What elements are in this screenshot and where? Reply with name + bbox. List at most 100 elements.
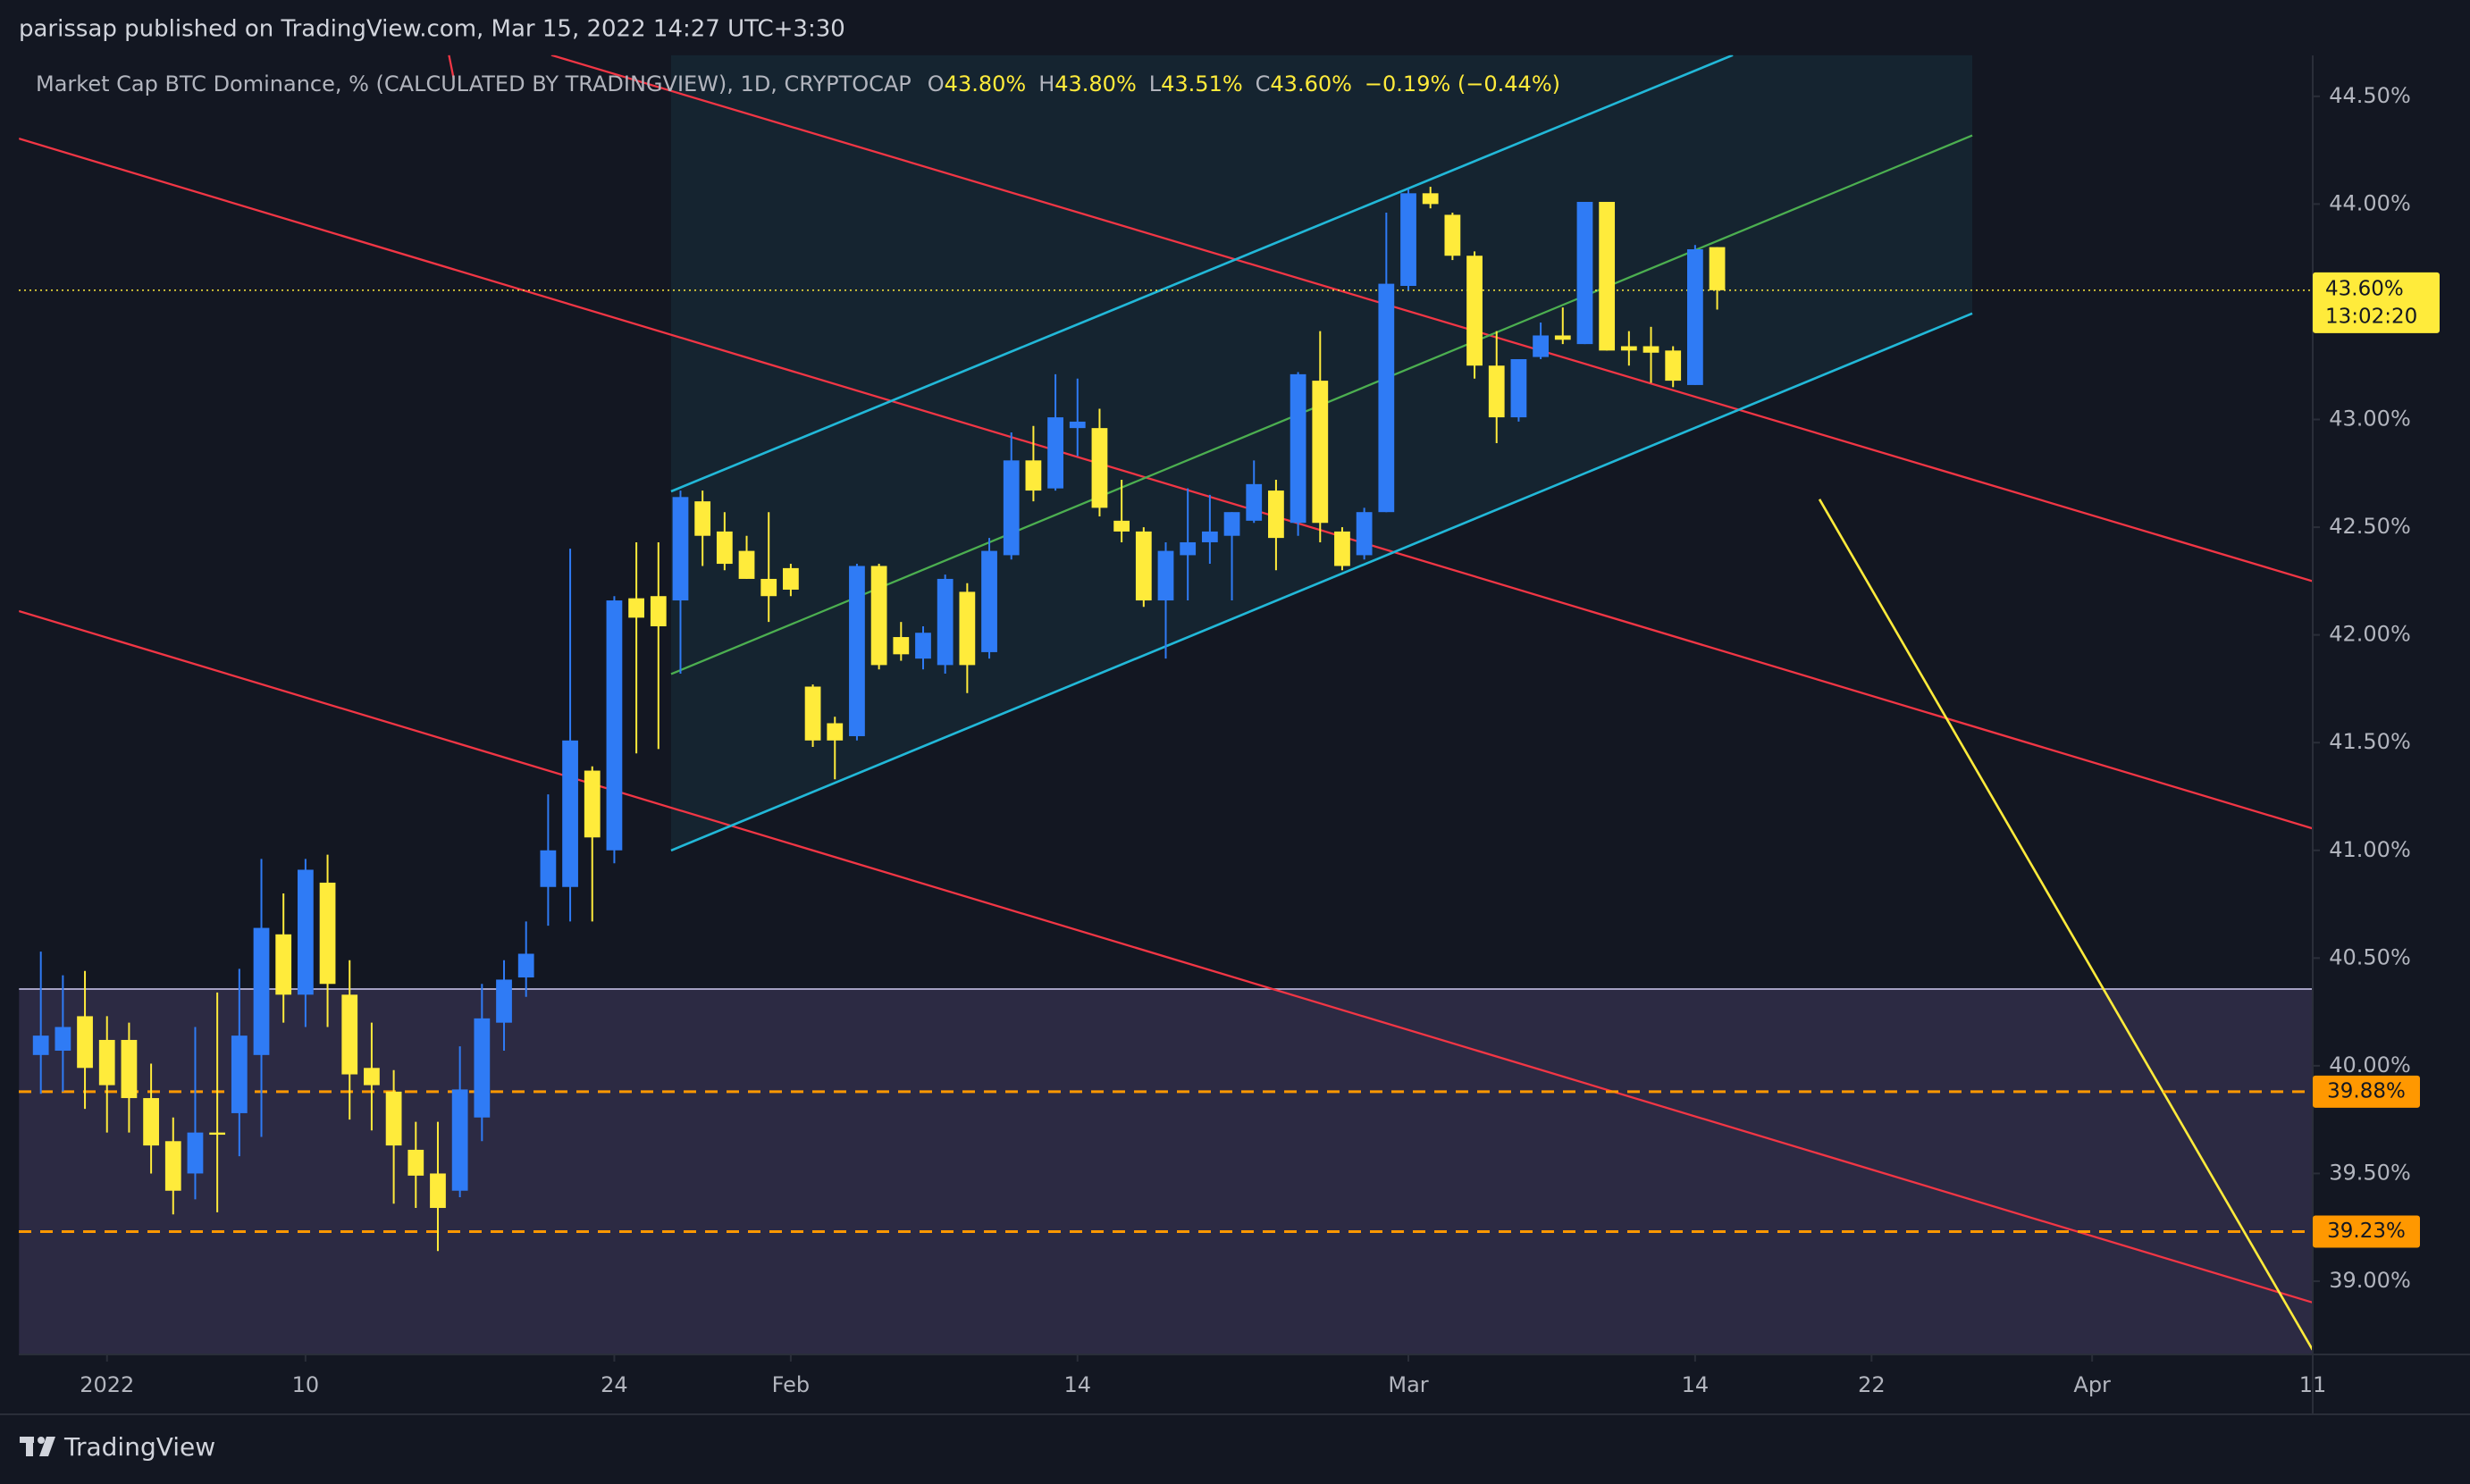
candle-body <box>231 1035 248 1113</box>
candle-body <box>55 1027 71 1052</box>
candle-body <box>32 1035 49 1055</box>
last-price-label: 43.60% <box>2325 277 2404 300</box>
last-price-box <box>2313 272 2440 333</box>
y-tick-label: 40.50% <box>2329 944 2411 969</box>
candle-body <box>915 633 931 659</box>
candle-body <box>937 578 954 666</box>
logo-part <box>26 1437 33 1456</box>
candle-body <box>98 1039 115 1086</box>
tradingview-logo <box>20 1437 55 1456</box>
candle-body <box>341 994 358 1075</box>
y-tick-label: 40.00% <box>2329 1052 2411 1077</box>
candle-body <box>385 1091 402 1146</box>
y-tick-label: 44.00% <box>2329 190 2411 215</box>
legend-value: 43.60% <box>1270 71 1352 96</box>
level-label: 39.88% <box>2327 1079 2406 1103</box>
y-tick-label: 41.50% <box>2329 729 2411 754</box>
candle-body <box>77 1016 93 1069</box>
yellow-trendline <box>1818 499 2313 1351</box>
candle-body <box>760 578 777 597</box>
candle-body <box>1599 201 1616 351</box>
candle-body <box>1003 460 1020 556</box>
candle-body <box>1157 550 1174 601</box>
candle-body <box>804 686 821 741</box>
candle-body <box>1312 381 1329 524</box>
candle-body <box>584 770 601 838</box>
candle-body <box>407 1149 424 1176</box>
candle-body <box>1334 531 1350 566</box>
logo-part <box>38 1437 45 1444</box>
x-tick-label: 14 <box>1063 1372 1091 1397</box>
candle-body <box>1246 483 1263 521</box>
x-tick-label: Feb <box>772 1372 811 1397</box>
header: parissap published on TradingView.com, M… <box>19 16 845 43</box>
candle-body <box>1069 421 1086 429</box>
candle-body <box>1113 520 1130 532</box>
candle-body <box>783 567 799 590</box>
level-label-box <box>2313 1215 2420 1248</box>
candle-body <box>1180 541 1197 556</box>
y-tick-label: 39.50% <box>2329 1160 2411 1185</box>
candle-body <box>562 740 578 887</box>
candle-body <box>319 882 336 985</box>
candle-body <box>430 1173 446 1209</box>
y-tick-label: 43.00% <box>2329 407 2411 432</box>
candle-body <box>1686 249 1703 385</box>
legend-value: 43.51% <box>1161 71 1243 96</box>
axes: 39.00% 39.50% 40.00% 40.50% 41.00% 41.50% 42.0… <box>80 83 2440 1397</box>
candle-body <box>121 1039 138 1099</box>
y-tick-label: 39.00% <box>2329 1268 2411 1293</box>
y-tick-label: 42.50% <box>2329 514 2411 539</box>
candle-body <box>849 566 865 736</box>
legend-value: 43.80% <box>945 71 1027 96</box>
candle-body <box>275 934 292 995</box>
candle-body <box>1466 256 1483 366</box>
candle-body <box>1356 512 1373 556</box>
x-tick-label: 10 <box>292 1372 320 1397</box>
candle-body <box>1665 350 1682 381</box>
candle-body <box>1091 428 1108 508</box>
candle-body <box>1510 358 1527 418</box>
candle-body <box>1422 193 1439 205</box>
candle-body <box>1025 460 1042 491</box>
legend-key: O <box>928 71 945 96</box>
candle-body <box>959 591 976 666</box>
channel-upper <box>670 54 1734 493</box>
y-tick-label: 41.00% <box>2329 837 2411 862</box>
candle-body <box>1554 335 1571 340</box>
red-trendline <box>448 54 455 80</box>
level-label: 39.23% <box>2327 1220 2406 1243</box>
x-tick-label: Apr <box>2073 1372 2111 1397</box>
candle-body <box>1488 365 1505 418</box>
x-tick-label: Mar <box>1388 1372 1428 1397</box>
candle-body <box>364 1068 380 1086</box>
legend-key: L <box>1149 71 1162 96</box>
candle-body <box>451 1089 468 1191</box>
candle-body <box>1709 247 1726 290</box>
candle-body <box>1576 201 1593 345</box>
candle-body <box>164 1141 181 1191</box>
candle-body <box>1290 373 1306 524</box>
candle-body <box>628 598 645 618</box>
red-trendline <box>19 138 2313 830</box>
candle-body <box>187 1132 204 1174</box>
legend-change: −0.19% (−0.44%) <box>1365 71 1560 96</box>
candle-body <box>540 850 557 887</box>
candles <box>32 187 1726 1252</box>
candle-body <box>981 550 997 652</box>
candle-body <box>253 927 270 1055</box>
candle-body <box>143 1098 159 1146</box>
legend-key: H <box>1038 71 1054 96</box>
x-tick-label: 24 <box>601 1372 628 1397</box>
candle-body <box>1223 512 1240 536</box>
candle-body <box>716 531 733 565</box>
candle-body <box>672 497 689 601</box>
x-tick-label: 11 <box>2299 1372 2327 1397</box>
candle-body <box>870 566 887 666</box>
candle-body <box>694 501 711 536</box>
candle-body <box>1444 214 1461 256</box>
logo-part <box>39 1437 55 1456</box>
candle-body <box>1400 193 1416 287</box>
candle-body <box>517 953 534 978</box>
